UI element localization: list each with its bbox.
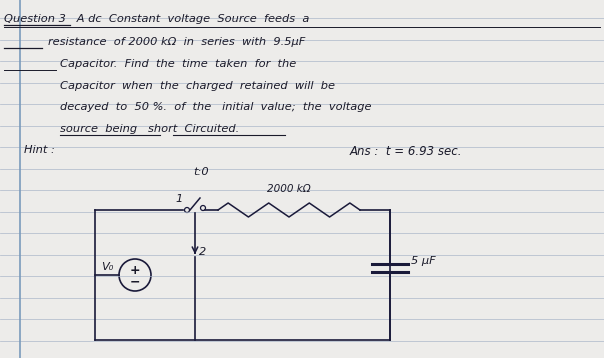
Text: −: − (130, 276, 140, 289)
Text: 1: 1 (175, 194, 182, 204)
Text: 2000 kΩ: 2000 kΩ (267, 184, 310, 194)
Text: 2: 2 (199, 247, 206, 257)
Text: +: + (130, 264, 140, 277)
Text: decayed  to  50 %.  of  the   initial  value;  the  voltage: decayed to 50 %. of the initial value; t… (60, 102, 371, 112)
Text: Capacitor.  Find  the  time  taken  for  the: Capacitor. Find the time taken for the (60, 59, 296, 69)
Text: V₀: V₀ (101, 262, 114, 272)
Text: 5 μF: 5 μF (411, 256, 435, 266)
Text: Hint :: Hint : (24, 145, 55, 155)
Text: source  being   short  Circuited.: source being short Circuited. (60, 124, 239, 134)
Text: resistance  of 2000 kΩ  in  series  with  9.5μF: resistance of 2000 kΩ in series with 9.5… (48, 37, 305, 47)
Text: t:0: t:0 (193, 166, 208, 176)
Text: Question 3   A dc  Constant  voltage  Source  feeds  a: Question 3 A dc Constant voltage Source … (4, 14, 309, 24)
Text: Capacitor  when  the  charged  retained  will  be: Capacitor when the charged retained will… (60, 81, 335, 91)
Text: Ans :  t = 6.93 sec.: Ans : t = 6.93 sec. (350, 145, 463, 158)
